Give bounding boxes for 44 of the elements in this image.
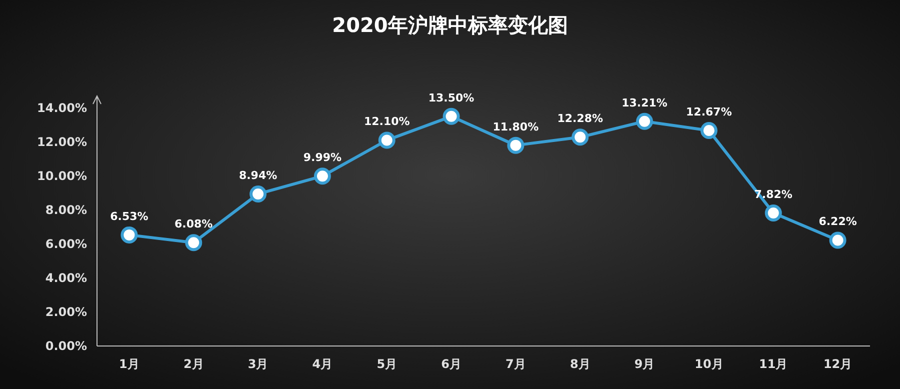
y-tick-label: 4.00% bbox=[45, 270, 87, 285]
x-tick-label: 8月 bbox=[570, 357, 590, 371]
point bbox=[314, 168, 331, 185]
data-label: 12.67% bbox=[686, 106, 732, 119]
data-label: 6.22% bbox=[818, 215, 857, 228]
point bbox=[636, 112, 654, 130]
data-label: 12.28% bbox=[557, 112, 604, 126]
point bbox=[185, 234, 202, 252]
point bbox=[572, 128, 589, 146]
point bbox=[442, 108, 460, 125]
y-tick-label: 10.00% bbox=[37, 168, 87, 183]
point bbox=[700, 122, 718, 140]
x-tick-label: 2月 bbox=[183, 357, 204, 371]
data-label: 11.80% bbox=[492, 120, 539, 134]
x-tick-label: 9月 bbox=[634, 357, 655, 371]
x-tick-label: 4月 bbox=[312, 357, 333, 371]
x-tick-label: 6月 bbox=[441, 357, 462, 371]
x-tick-label: 11月 bbox=[759, 357, 788, 371]
point bbox=[250, 185, 267, 202]
y-tick-label: 2.00% bbox=[45, 304, 87, 319]
data-label: 12.10% bbox=[364, 115, 410, 128]
y-tick-label: 12.00% bbox=[37, 134, 87, 149]
y-tick-label: 0.00% bbox=[45, 339, 87, 353]
point bbox=[507, 136, 524, 154]
chart-title: 2020年沪牌中标率变化图 bbox=[332, 13, 568, 37]
point bbox=[764, 204, 782, 222]
data-label: 8.94% bbox=[238, 168, 278, 182]
y-tick-label: 6.00% bbox=[45, 236, 87, 251]
point bbox=[829, 232, 846, 249]
data-label: 13.50% bbox=[428, 91, 474, 104]
point bbox=[120, 226, 138, 244]
x-tick-label: 10月 bbox=[694, 357, 724, 371]
x-tick-label: 1月 bbox=[119, 357, 140, 371]
x-tick-label: 12月 bbox=[823, 357, 852, 371]
data-label: 9.99% bbox=[303, 151, 342, 164]
y-tick-label: 14.00% bbox=[37, 100, 87, 115]
data-label: 6.08% bbox=[174, 218, 213, 231]
x-tick-label: 3月 bbox=[248, 357, 268, 371]
y-tick-label: 8.00% bbox=[45, 202, 87, 217]
data-label: 6.53% bbox=[110, 210, 148, 223]
data-label: 13.21% bbox=[622, 96, 668, 110]
x-tick-label: 5月 bbox=[376, 357, 398, 371]
point bbox=[378, 132, 396, 149]
x-tick-label: 7月 bbox=[506, 357, 526, 371]
